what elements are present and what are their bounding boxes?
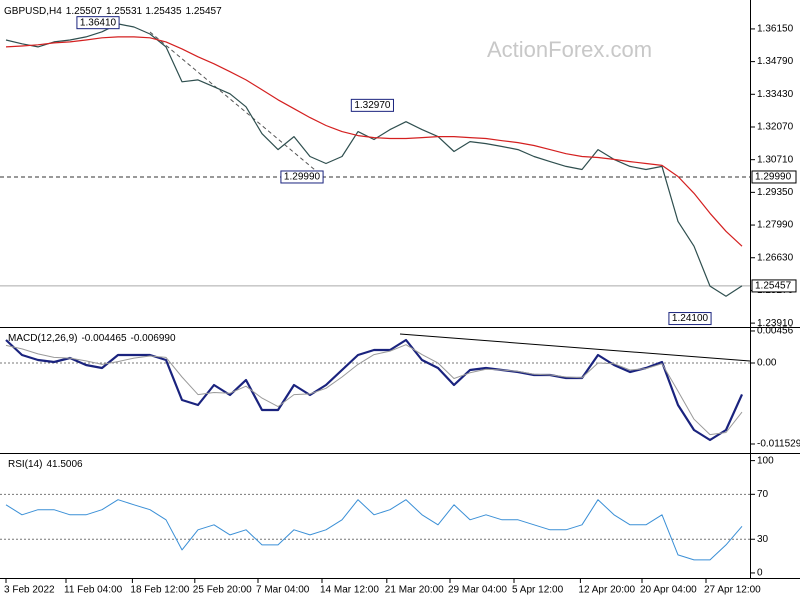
y-tick-label: 0 [757,568,763,579]
series-line [5,499,743,561]
y-tick-label: 70 [757,489,769,500]
panel-title: GBPUSD,H4 [4,6,62,17]
x-tick-label: 25 Feb 20:00 [193,585,252,596]
watermark: ActionForex.com [487,37,652,62]
header-value: 41.5006 [46,459,83,470]
y-tick-label: 0.00456 [757,326,794,337]
y-tick-label: 1.36150 [757,24,794,35]
x-tick-label: 20 Apr 04:00 [640,585,697,596]
x-tick-label: 11 Feb 04:00 [64,585,123,596]
header-value: -0.004465 [81,333,126,344]
annotation-label: 1.24100 [672,313,709,324]
y-tick-label: 1.34790 [757,56,794,67]
y-tick-label: 1.26630 [757,252,794,263]
price-box [751,279,797,293]
x-tick-label: 18 Feb 12:00 [130,585,189,596]
header-value: -0.006990 [131,333,176,344]
x-tick-label: 7 Mar 04:00 [256,585,310,596]
y-tick-label: 1.30710 [757,154,794,165]
panel-title: RSI(14) [8,459,42,470]
x-tick-label: 21 Mar 20:00 [385,585,444,596]
annotation-box [76,16,120,30]
x-tick-label: 12 Apr 20:00 [578,585,635,596]
x-tick-label: 29 Mar 04:00 [448,585,507,596]
x-tick-label: 5 Apr 12:00 [512,585,564,596]
y-tick-label: 30 [757,534,769,545]
y-tick-label: 1.32070 [757,122,794,133]
annotation-label: 1.32970 [354,100,391,111]
x-tick-label: 27 Apr 12:00 [704,585,761,596]
y-tick-label: 0.00 [757,358,777,369]
panel-title: MACD(12,26,9) [8,333,77,344]
price-box [751,170,797,184]
header-value: 1.25435 [145,6,182,17]
series-line [5,338,744,442]
header-value: 1.25507 [66,6,103,17]
y-tick-label: 1.33430 [757,89,794,100]
y-tick-label: 1.29350 [757,187,794,198]
panel-header: MACD(12,26,9) -0.004465 -0.006990 [8,333,176,344]
x-tick-label: 14 Mar 12:00 [320,585,379,596]
annotation-label: 1.29990 [284,172,321,183]
price-box-label: 1.29990 [755,172,792,183]
x-tick-label: 3 Feb 2022 [4,585,55,596]
series-line [5,344,743,436]
annotation-box [668,312,712,326]
header-value: 1.25531 [106,6,143,17]
series-line [5,36,743,247]
y-tick-label: 1.27990 [757,220,794,231]
annotation-label: 1.36410 [80,17,117,28]
annotation-box [280,170,324,184]
annotation-box [350,98,394,112]
panel-header: GBPUSD,H4 1.25507 1.25531 1.25435 1.25457 [4,6,222,17]
price-box-label: 1.25457 [755,281,792,292]
fib-trendline [149,31,316,171]
y-tick-label: -0.011529 [757,439,800,450]
y-tick-label: 100 [757,455,774,466]
y-tick-label: 1.23910 [757,318,794,329]
series-line [5,23,743,297]
header-value: 1.25457 [186,6,223,17]
macd-trendline [399,333,751,362]
panel-header: RSI(14) 41.5006 [8,459,83,470]
